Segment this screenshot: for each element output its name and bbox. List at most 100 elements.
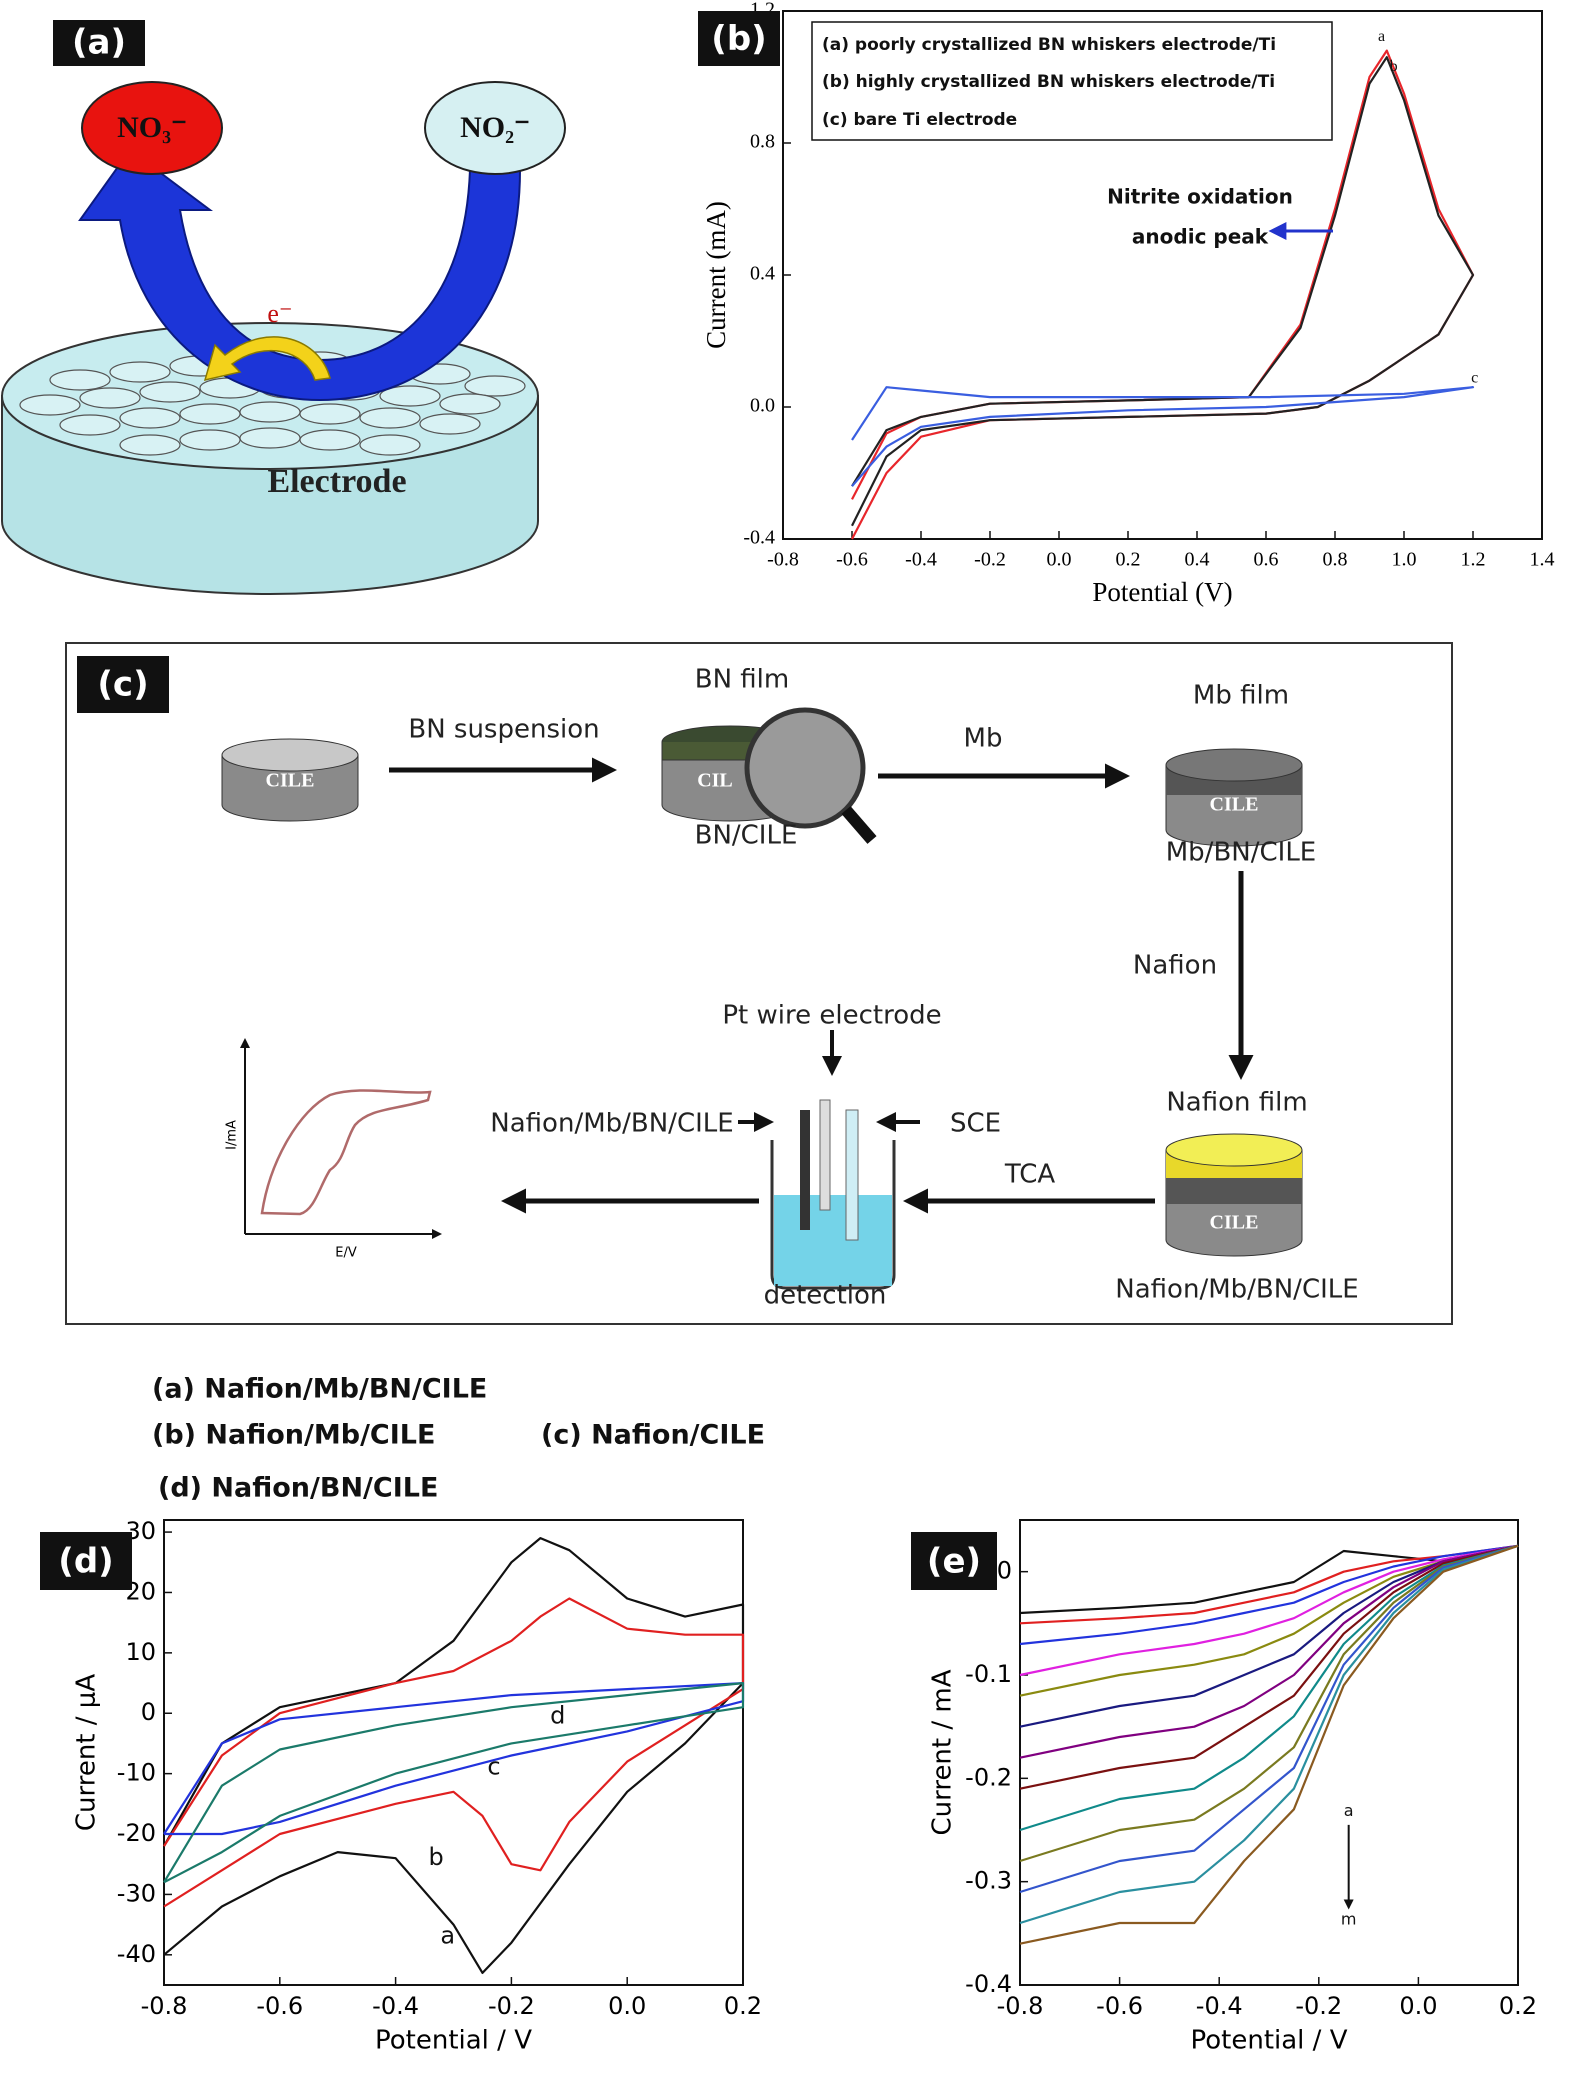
curve [1019,1544,1519,1759]
electrode-label: Electrode [267,463,406,500]
annotation: a [1378,28,1385,45]
x-tick-label: -0.4 [1196,1992,1243,2020]
x-tick-label: 0.4 [1185,549,1210,571]
y-tick-label: -40 [117,1940,156,1968]
step-label: BN suspension [408,715,599,745]
annotation: b [1390,58,1398,75]
y-tick-label: 0.4 [750,263,775,285]
magnifier-handle [841,806,877,844]
annotation: d [550,1701,565,1729]
y-tick-label: -0.3 [965,1867,1012,1895]
annotation: m [1341,1909,1357,1928]
y-tick-label: 10 [125,1638,156,1666]
chart: -0.8 -0.6 -0.4 -0.2 0.0 0.2 0.4 0.6 0.8 1.0 1.2 1.4… [701,0,1554,607]
curve [1019,1544,1519,1832]
cylinder [1165,1133,1303,1257]
x-tick-label: 1.2 [1461,549,1486,571]
beaker [770,1099,896,1290]
x-tick-label: -0.8 [767,549,799,571]
annotation: c [487,1753,500,1781]
electron-arrow [203,336,331,382]
annotation: b [429,1843,444,1871]
cylinder-label: CILE [1210,794,1259,816]
x-axis-title: Potential / V [1191,2026,1348,2056]
x-tick-label: 0.2 [1116,549,1141,571]
panel-label: (a) [72,23,126,63]
cylinder [1165,748,1303,847]
x-tick-label: -0.4 [372,1992,419,2020]
panel-label-box [911,1532,997,1590]
cylinder-label: CILE [266,770,315,792]
x-tick-label: -0.4 [905,549,937,571]
curve [1019,1544,1519,1790]
electron: e⁻ [267,299,292,328]
plot-frame [163,1519,744,1986]
legend-entry: (d) Nafion/BN/CILE [158,1473,438,1504]
chart: -0.8 -0.6 -0.4 -0.2 0.0 0.2-40-30-20-10010203… [72,1374,765,2056]
legend-entry: (a) poorly crystallized BN whiskers elec… [822,35,1276,55]
film-label: Nafion film [1166,1088,1307,1118]
y-axis-title: Current / mA [928,1669,958,1835]
product-bubble [81,81,223,175]
y-tick-label: -20 [117,1819,156,1847]
x-tick-label: -0.8 [997,1992,1044,2020]
mini-y-label: I/mA [225,1120,240,1150]
curve [1019,1544,1519,1697]
legend-entry: (c) Nafion/CILE [541,1420,765,1451]
x-tick-label: -0.6 [836,549,868,571]
curve [1019,1544,1519,1677]
legend-box [811,21,1333,141]
product: NO₃⁻ [117,111,187,144]
y-tick-label: -0.4 [965,1970,1012,1998]
pt-wire-label: Pt wire electrode [722,1001,941,1031]
panel-label-box [698,11,780,66]
legend-entry: (b) Nafion/Mb/CILE [152,1420,435,1451]
annotation: a [440,1922,455,1950]
step-label: Nafion [1133,951,1217,981]
y-axis-title: Current (mA) [701,201,731,349]
electrode-label: BN/CILE [695,821,798,851]
x-axis-title: Potential / V [375,2026,532,2056]
x-tick-label: 1.0 [1392,549,1417,571]
x-tick-label: -0.2 [1295,1992,1342,2020]
cylinder-label: CILE [1210,1212,1259,1234]
y-tick-label: -0.2 [965,1763,1012,1791]
x-tick-label: -0.6 [256,1992,303,2020]
cylinder-label: CIL [697,770,733,792]
curve [163,1597,745,1908]
curve [1019,1544,1519,1925]
curve [1019,1544,1519,1863]
curve [1019,1544,1519,1728]
curve [851,386,1475,487]
step-label: Mb [964,724,1003,754]
x-tick-label: -0.2 [974,549,1006,571]
magnifier [744,707,866,829]
step-label: TCA [1004,1160,1056,1190]
y-tick-label: -0.4 [743,527,775,549]
annotation: anodic peak [1132,225,1269,249]
legend-entry: (a) Nafion/Mb/BN/CILE [152,1374,487,1405]
reaction-arrow [78,148,522,402]
annotation: Nitrite oxidation [1107,185,1293,209]
curve [163,1537,745,1974]
x-axis-title: Potential (V) [1092,577,1232,607]
x-tick-label: -0.8 [141,1992,188,2020]
panel-label: (b) [711,19,766,59]
electrode-label: Nafion/Mb/BN/CILE [1115,1275,1358,1305]
x-tick-label: 0.2 [724,1992,762,2020]
x-tick-label: 0.0 [608,1992,646,2020]
annotation: a [1344,1801,1354,1820]
detection-label: detection [764,1281,887,1311]
x-tick-label: 0.0 [1399,1992,1437,2020]
curve [851,56,1475,527]
reactant: NO₂⁻ [460,111,530,144]
x-tick-label: -0.2 [488,1992,535,2020]
mini-x-label: E/V [335,1246,357,1261]
curve [163,1682,745,1884]
curve [1019,1544,1519,1646]
curve [1019,1544,1519,1945]
panel-label-box [53,20,145,66]
legend-entry: (b) highly crystallized BN whiskers elec… [822,72,1275,92]
